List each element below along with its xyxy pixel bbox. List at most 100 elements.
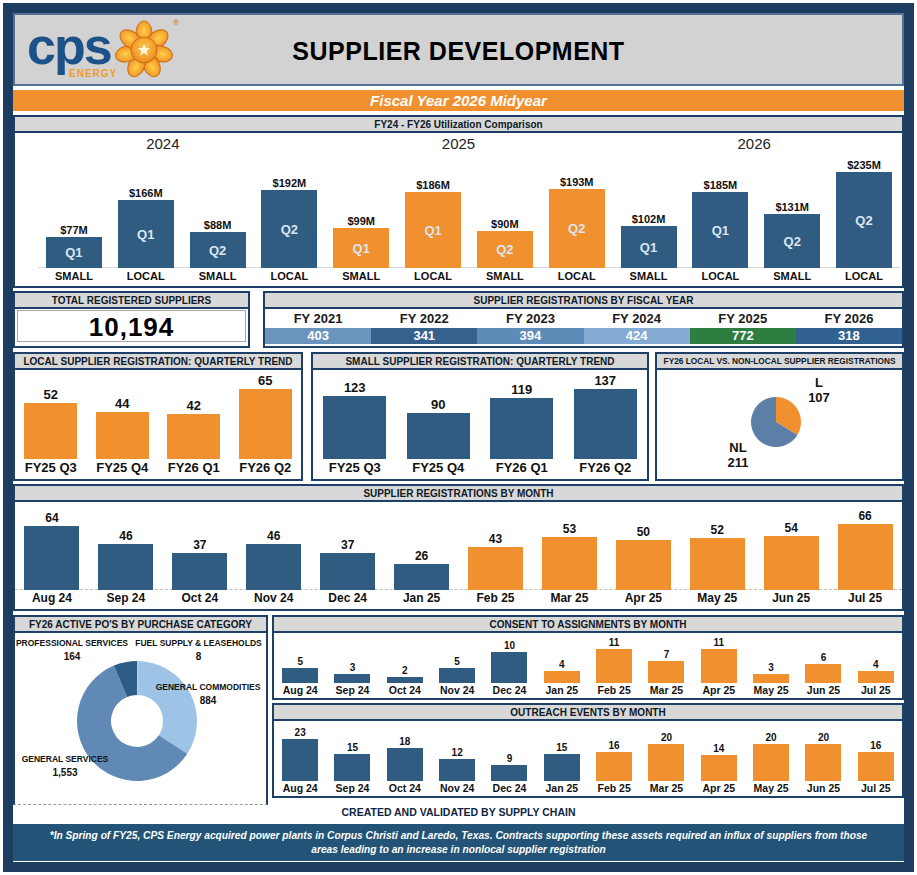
fy-label: FY 2023 [477,309,583,328]
donut-label-fuel-supply: FUEL SUPPLY & LEASEHOLDS 8 [131,637,266,663]
bar-group: 5Nov 24 [431,633,483,697]
pie-label-nonlocal: NL 211 [713,440,763,470]
bar-group: 90FY25 Q4 [397,370,481,477]
bar-category-label: SMALL [199,268,237,284]
bar-value-label: 11 [609,636,620,649]
bar-group: $193MQ2LOCAL [541,157,613,284]
bar-group: 37Dec 24 [311,502,385,607]
bar [858,752,894,781]
outreach-events-panel: OUTREACH EVENTS BY MONTH 23Aug 2415Sep 2… [272,703,904,798]
bar-value-label: $131M [775,200,809,214]
bar-category-label: Apr 25 [702,781,735,795]
bar-group: $192M Q2 LOCAL [253,157,325,284]
bar-group: 11Feb 25 [588,633,640,697]
bar-group: 7 Mar 25 [640,633,692,697]
bar-value-label: 6 [821,651,827,664]
fy-label: FY 2021 [265,309,371,328]
bar-group: $166MQ1LOCAL [110,157,182,284]
bar-group: 20Mar 25 [640,721,692,795]
panel-title: FY26 LOCAL VS. NON-LOCAL SUPPLIER REGIST… [657,354,902,370]
fy-value-cell: 341 [371,328,477,344]
bar [394,564,449,590]
bar-category-label: SMALL [773,268,811,284]
total-registered-suppliers-value: 10,194 [17,310,246,342]
bar-value-label: 53 [563,522,576,537]
bar-group: 14Apr 25 [693,721,745,795]
bar-value-label: 2 [402,664,408,677]
bar-group: $102MQ1SMALL [613,157,685,284]
bar [753,744,789,781]
bar-value-label: 5 [297,655,303,668]
bar-value-label: 119 [511,382,532,398]
bar-group: 15 Sep 24 [326,721,378,795]
bar [805,664,841,683]
bar-category-label: LOCAL [414,268,452,284]
bar-category-label: Sep 24 [336,683,370,697]
utilization-bar-chart: $77MQ1SMALL$166MQ1LOCAL$88MQ2SMALL$192MQ… [17,157,900,284]
bar-group: 12Nov 24 [431,721,483,795]
bar-group: 52FY25 Q3 [15,370,87,477]
bar-value-label: $192M [273,176,307,190]
consent-assignments-bar-chart: 5Aug 243Sep 242Oct 245Nov 2410Dec 244Jan… [274,633,902,697]
bar-category-label: LOCAL [845,268,883,284]
panel-title: FY24 - FY26 Utilization Comparison [15,117,902,133]
bar-category-label: SMALL [630,268,668,284]
bar-group: 9Dec 24 [483,721,535,795]
bar-value-label: 65 [258,373,272,389]
dashboard: cps ENERGY [13,13,904,862]
bar-value-label: 15 [556,741,567,754]
year-group-labels: 2024 2025 2026 [15,135,902,152]
bar-category-label: May 25 [697,590,737,607]
bar-category-label: SMALL [486,268,524,284]
bar-group: 11Apr 25 [693,633,745,697]
fiscal-year-banner: Fiscal Year 2026 Midyear [13,90,904,111]
bar-value-label: 15 [347,741,358,754]
bar [239,389,292,459]
pie-slice-value: 211 [713,455,763,470]
bar-group: 123FY25 Q3 [313,370,397,477]
bar-group: 53Mar 25 [532,502,606,607]
bar [805,744,841,781]
bar-group: 10Dec 24 [483,633,535,697]
bar-group: 65FY26 Q2 [230,370,302,477]
bar [542,537,597,590]
bar-category-label: Jun 25 [807,683,840,697]
bar-group: $185MQ1LOCAL [684,157,756,284]
bar-category-label: Sep 24 [336,781,370,795]
bar-value-label: $102M [632,212,666,226]
bar [838,524,893,590]
bar-category-label: LOCAL [270,268,308,284]
bar: Q1 [621,226,677,268]
bar-quarter-label: Q1 [137,227,154,242]
fy-label: FY 2024 [584,309,690,328]
bar: Q2 [261,190,317,268]
bar-category-label: Jul 25 [861,781,891,795]
bar-category-label: Mar 25 [650,683,683,697]
small-quarterly-bar-chart: 123FY25 Q390FY25 Q4119FY26 Q1137FY26 Q2 [313,370,647,477]
bar-value-label: 7 [664,648,670,661]
header: cps ENERGY [13,13,904,86]
bar: Q1 [333,228,389,268]
bar-quarter-label: Q2 [281,222,298,237]
local-quarterly-panel: LOCAL SUPPLIER REGISTRATION: QUARTERLY T… [13,352,303,481]
bar-value-label: $90M [491,217,519,231]
bar [616,540,671,590]
bar-value-label: 54 [785,521,798,536]
bar-quarter-label: Q2 [568,221,585,236]
bar-value-label: 18 [399,735,410,748]
bar-category-label: FY25 Q3 [25,459,77,477]
bar-group: 46Nov 24 [237,502,311,607]
bar-value-label: 5 [454,655,460,668]
bar-category-label: Feb 25 [598,781,631,795]
panel-title: OUTREACH EVENTS BY MONTH [274,705,902,721]
year-label: 2025 [311,135,607,152]
bar-value-label: 12 [452,746,463,759]
footnote-banner: *In Spring of FY25, CPS Energy acquired … [13,824,904,861]
bar-value-label: 3 [768,661,774,674]
bar-group: 4Jan 25 [536,633,588,697]
fy-values-row: 403341394424772318 [265,328,902,344]
bar-category-label: Dec 24 [493,781,527,795]
bar [439,668,475,683]
bar-value-label: $185M [704,178,738,192]
bar: Q2 [190,232,246,268]
